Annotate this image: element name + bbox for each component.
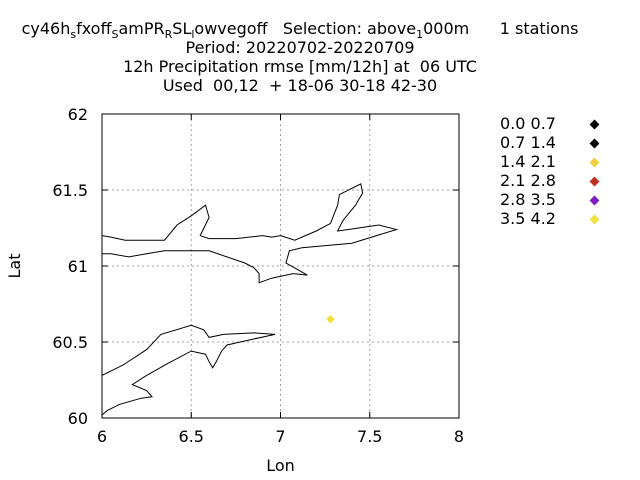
title-sub: S xyxy=(111,28,119,42)
title-sub: R xyxy=(164,28,173,42)
title-part: owvegoff Selection: above xyxy=(194,19,417,38)
title-part: amPR xyxy=(118,19,165,38)
legend-label: 2.1 2.8 xyxy=(500,171,556,190)
title-part: 000m 1 stations xyxy=(423,19,579,38)
data-point xyxy=(326,314,335,324)
x-tick-label: 6.5 xyxy=(179,427,204,446)
title-main: cy46h xyxy=(21,19,71,38)
y-tick-label: 62 xyxy=(68,105,88,124)
x-tick-label: 7 xyxy=(275,427,285,446)
y-tick-label: 60.5 xyxy=(52,333,88,352)
chart-title-line-4: Used 00,12 + 18-06 30-18 42-30 xyxy=(162,76,438,95)
x-tick-label: 6 xyxy=(97,427,107,446)
title-part: SL xyxy=(172,19,192,38)
title-sub: l xyxy=(191,28,195,42)
legend-label: 3.5 4.2 xyxy=(500,209,556,228)
y-tick-label: 60 xyxy=(68,409,88,428)
y-tick-label: 61 xyxy=(68,257,88,276)
title-sub: s xyxy=(70,28,77,42)
y-axis-label: Lat xyxy=(5,254,24,279)
x-tick-label: 7.5 xyxy=(357,427,382,446)
coastline xyxy=(101,183,399,284)
chart-title-line-3: 12h Precipitation rmse [mm/12h] at 06 UT… xyxy=(123,57,477,76)
x-axis-label: Lon xyxy=(266,456,295,475)
title-part: fxoff xyxy=(76,19,112,38)
y-tick-label: 61.5 xyxy=(52,181,88,200)
legend-label: 0.7 1.4 xyxy=(500,133,556,152)
chart-title-line-1: cy46hsfxoffSamPRRSLlowvegoff Selection: … xyxy=(0,19,600,44)
x-tick-label: 8 xyxy=(454,427,464,446)
title-sub: 1 xyxy=(416,28,424,42)
coastline xyxy=(101,324,276,416)
chart-title-line-2: Period: 20220702-20220709 xyxy=(185,38,415,57)
legend-label: 1.4 2.1 xyxy=(500,152,556,171)
legend-label: 2.8 3.5 xyxy=(500,190,556,209)
legend-label: 0.0 0.7 xyxy=(500,114,556,133)
